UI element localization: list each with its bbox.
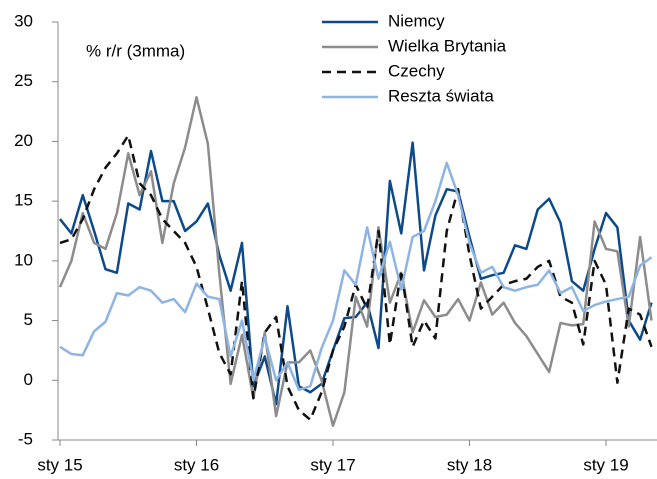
- chart-subtitle: % r/r (3mma): [86, 41, 185, 60]
- legend-label: Czechy: [388, 61, 445, 80]
- legend-label: Niemcy: [388, 11, 445, 30]
- y-tick-label: 5: [24, 310, 33, 329]
- y-tick-label: 15: [14, 191, 33, 210]
- y-tick-label: 20: [14, 131, 33, 150]
- x-tick-label: sty 19: [583, 455, 628, 474]
- y-tick-label: 25: [14, 71, 33, 90]
- legend-label: Wielka Brytania: [388, 36, 507, 55]
- series-line: [58, 95, 653, 427]
- series-line: [59, 161, 653, 392]
- x-tick-label: sty 17: [310, 455, 355, 474]
- series-line: [59, 141, 653, 406]
- x-tick-label: sty 15: [37, 455, 82, 474]
- y-tick-label: -5: [18, 429, 33, 448]
- legend-label: Reszta świata: [388, 86, 494, 105]
- x-tick-label: sty 16: [174, 455, 219, 474]
- y-tick-label: 30: [14, 11, 33, 30]
- y-tick-label: 10: [14, 250, 33, 269]
- y-tick-label: 0: [24, 370, 33, 389]
- x-tick-label: sty 18: [447, 455, 492, 474]
